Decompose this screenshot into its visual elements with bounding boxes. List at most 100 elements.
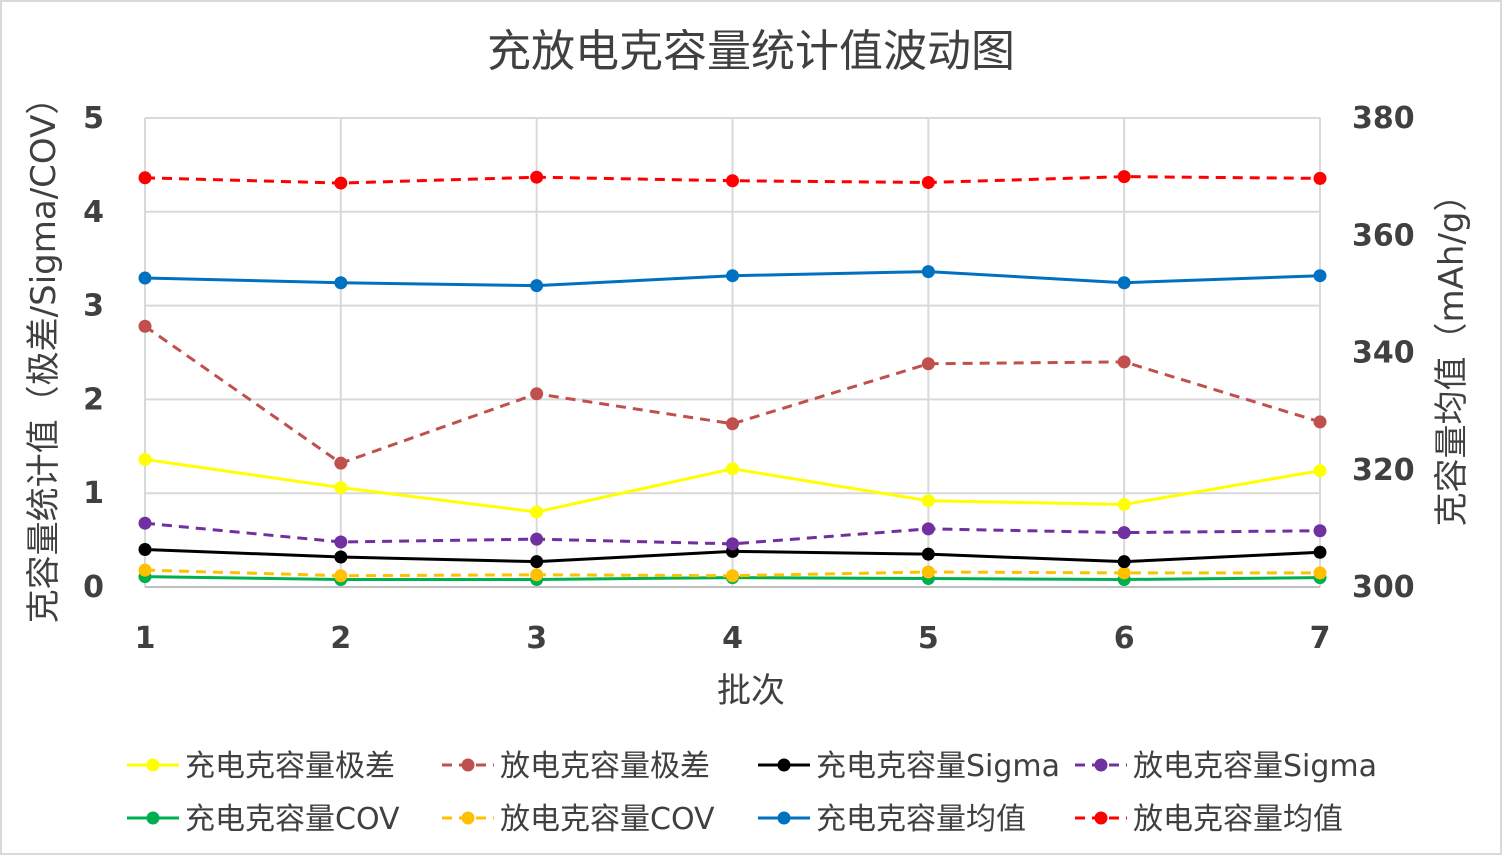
data-point [1313, 566, 1327, 580]
series-3 [138, 542, 1327, 569]
data-point [1117, 526, 1131, 540]
data-point [530, 279, 544, 293]
right-tick-label: 300 [1352, 570, 1415, 605]
data-point [334, 550, 348, 564]
data-point [921, 175, 935, 189]
data-point [726, 462, 739, 476]
legend-label: 充电克容量Sigma [816, 749, 1060, 784]
legend-label: 充电克容量均值 [816, 802, 1026, 837]
data-point [1117, 276, 1131, 290]
right-axis-ticks: 300 320 340 360 380 [1352, 101, 1415, 605]
data-point [921, 522, 935, 536]
legend-item: 充电克容量极差 [127, 749, 395, 784]
data-point [1313, 269, 1327, 283]
legend-label: 放电克容量Sigma [1133, 749, 1377, 784]
data-point [530, 555, 544, 569]
legend-label: 充电克容量极差 [185, 749, 395, 784]
data-point [138, 271, 152, 285]
legend-swatch-marker [146, 758, 160, 772]
series-2 [138, 319, 1327, 470]
data-point [1117, 355, 1131, 369]
x-tick-label: 2 [330, 621, 351, 656]
legend-item: 放电克容量Sigma [1075, 749, 1377, 784]
right-axis-label: 克容量均值（mAh/g） [1432, 178, 1472, 527]
data-point [334, 569, 348, 583]
left-axis-ticks: 0 1 2 3 4 5 [83, 101, 104, 605]
left-tick-label: 5 [83, 101, 104, 136]
grid-lines [144, 117, 1321, 588]
x-tick-label: 5 [918, 621, 939, 656]
legend-label: 放电克容量极差 [500, 749, 710, 784]
data-point [334, 535, 348, 549]
data-point [1117, 566, 1131, 580]
x-tick-label: 7 [1310, 621, 1331, 656]
left-tick-label: 1 [83, 476, 104, 511]
data-point [1117, 170, 1131, 184]
data-point [138, 516, 152, 530]
data-point [1313, 545, 1327, 559]
x-tick-label: 3 [526, 621, 547, 656]
data-point [1117, 555, 1131, 569]
legend-item: 充电克容量均值 [758, 802, 1026, 837]
x-axis-label: 批次 [717, 671, 785, 711]
data-point [726, 569, 739, 583]
left-tick-label: 0 [83, 570, 104, 605]
x-tick-label: 1 [135, 621, 156, 656]
data-point [1313, 171, 1327, 185]
data-point [921, 565, 935, 579]
data-point [1313, 415, 1327, 429]
left-tick-label: 3 [83, 289, 104, 324]
data-point [726, 537, 739, 551]
series-8 [138, 170, 1327, 190]
x-tick-label: 6 [1114, 621, 1135, 656]
series-7 [138, 265, 1327, 293]
legend-item: 放电克容量COV [442, 802, 715, 837]
data-point [138, 452, 152, 466]
data-point [1117, 497, 1131, 511]
left-tick-label: 2 [83, 382, 104, 417]
series-layer [138, 170, 1327, 586]
series-1 [138, 452, 1327, 519]
legend-item: 放电克容量均值 [1075, 802, 1343, 837]
data-point [334, 276, 348, 290]
right-tick-label: 320 [1352, 453, 1415, 488]
legend-swatch-marker [461, 811, 475, 825]
left-tick-label: 4 [83, 195, 104, 230]
data-point [726, 269, 739, 283]
x-axis-ticks: 1 2 3 4 5 6 7 [135, 621, 1331, 656]
legend-swatch-marker [777, 758, 791, 772]
legend-swatch-marker [1094, 758, 1108, 772]
right-tick-label: 340 [1352, 336, 1415, 371]
legend-item: 充电克容量COV [127, 802, 400, 837]
data-point [530, 387, 544, 401]
chart-title: 充放电克容量统计值波动图 [487, 26, 1015, 77]
right-tick-label: 360 [1352, 218, 1415, 253]
legend-swatch-marker [777, 811, 791, 825]
data-point [726, 174, 739, 188]
data-point [530, 568, 544, 582]
data-point [530, 170, 544, 184]
legend-swatch-marker [146, 811, 160, 825]
legend-item: 充电克容量Sigma [758, 749, 1060, 784]
legend-label: 充电克容量COV [185, 802, 400, 837]
data-point [334, 456, 348, 470]
legend-label: 放电克容量均值 [1133, 802, 1343, 837]
data-point [1313, 464, 1327, 478]
legend-label: 放电克容量COV [500, 802, 715, 837]
data-point [921, 265, 935, 279]
right-tick-label: 380 [1352, 101, 1415, 136]
series-6 [138, 563, 1327, 583]
x-tick-label: 4 [722, 621, 743, 656]
data-point [138, 319, 152, 333]
data-point [530, 505, 544, 519]
data-point [138, 563, 152, 577]
left-axis-label: 克容量统计值（极差/Sigma/COV） [24, 81, 64, 624]
series-4 [138, 516, 1327, 551]
data-point [138, 542, 152, 556]
legend-item: 放电克容量极差 [442, 749, 710, 784]
data-point [138, 171, 152, 185]
data-point [921, 547, 935, 561]
data-point [334, 481, 348, 495]
